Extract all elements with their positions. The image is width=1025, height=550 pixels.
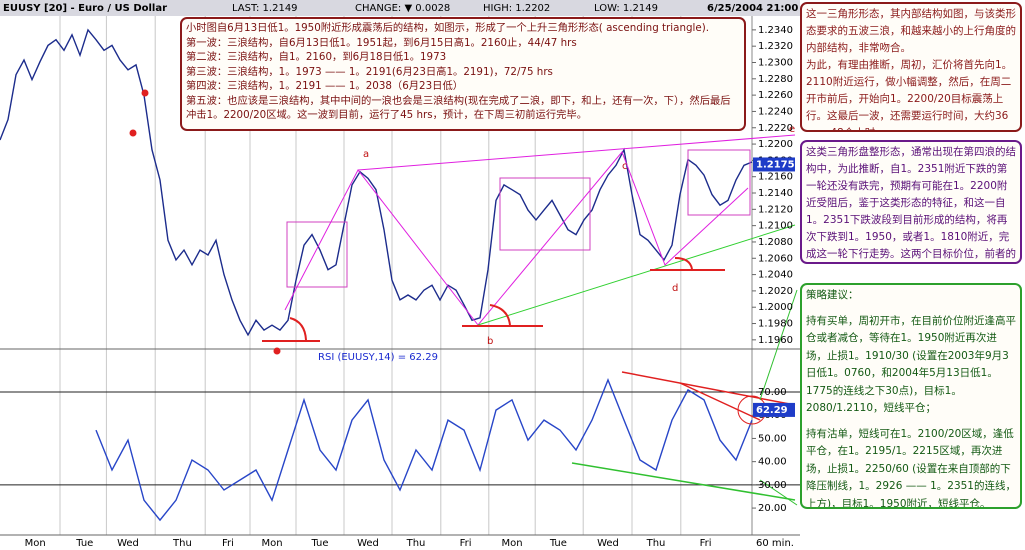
y-tick-label: 20.00 <box>758 503 787 514</box>
pattern-box <box>499 177 591 251</box>
header-bar <box>0 0 800 16</box>
current-value: 62.29 <box>756 405 788 416</box>
note-line: 第三波：三浪结构，1。1973 —— 1。2191(6月23日高1。2191)，… <box>186 65 553 78</box>
triangle-note-box: 这一三角形形态，其内部结构如图，与该类形态要求的五波三浪，和越来越小的上行角度的… <box>800 2 1022 132</box>
note-line: 第五波：也应该是三浪结构，其中中间的一浪也会是三浪结构(现在完成了二浪，即下，和… <box>186 94 731 122</box>
x-tick-label: Mon <box>261 538 282 549</box>
point-label: b <box>487 336 493 347</box>
angle-arc <box>489 304 511 326</box>
note-line: 第一波：三浪结构，自6月13日低1。1951起，到6月15日高1。2160止，4… <box>186 36 577 49</box>
x-tick-label: Wed <box>117 538 139 549</box>
rsi-trendline <box>571 462 796 501</box>
rsi-trendline <box>679 382 761 421</box>
note-line: 策略建议： <box>806 289 859 301</box>
x-tick-label: Wed <box>357 538 379 549</box>
symbol: EUUSY [20] - Euro / US Dollar <box>3 3 167 14</box>
rsi-trendline <box>621 371 796 406</box>
y-tick-label: 1.2220 <box>758 123 793 134</box>
current-value-box <box>753 157 795 172</box>
x-tick-label: Mon <box>25 538 46 549</box>
x-tick-label: Tue <box>310 538 328 549</box>
wave-line <box>284 151 749 326</box>
y-tick-label: 1.2300 <box>758 57 793 68</box>
y-tick-label: 30.00 <box>758 480 787 491</box>
point-label: c <box>622 161 628 172</box>
point-label: a <box>363 149 369 160</box>
note-line: 持有沽单，短线可在1。2100/20区域，逢低平仓，在1。2195/1。2215… <box>806 427 1016 509</box>
y-tick-label: 1.2020 <box>758 286 793 297</box>
x-tick-label: Fri <box>460 538 472 549</box>
datetime: 6/25/2004 21:00 <box>707 3 798 14</box>
change: CHANGE: ▼ 0.0028 <box>355 3 450 14</box>
interval: 60 min. <box>756 538 794 549</box>
high: HIGH: 1.2202 <box>483 3 550 14</box>
y-tick-label: 1.1960 <box>758 335 793 346</box>
angle-arc <box>289 317 307 341</box>
triangle-top <box>357 134 796 171</box>
pattern-box <box>687 149 751 216</box>
y-tick-label: 1.2120 <box>758 204 793 215</box>
strategy-box: 策略建议： 持有买单，周初开市，在目前价位附近逢高平仓或者减仓，等待在1。195… <box>800 283 1022 509</box>
note-line: 这一三角形形态，其内部结构如图，与该类形态要求的五波三浪，和越来越小的上行角度的… <box>806 8 1016 54</box>
note-line: 第四波：三浪结构，1。2191 —— 1。2038（6月23日低） <box>186 80 464 92</box>
analysis-drawings <box>129 89 798 506</box>
panel-title: RSI (EUUSY,14) = 62.29 <box>318 352 438 363</box>
y-tick-label: 1.2140 <box>758 188 793 199</box>
angle-arc <box>674 257 693 270</box>
y-tick-label: 1.2340 <box>758 25 793 36</box>
point-label: e <box>789 124 795 135</box>
y-tick-label: 1.2040 <box>758 270 793 281</box>
current-value: 1.2175 <box>756 159 795 170</box>
y-tick-label: 70.00 <box>758 387 787 398</box>
x-tick-label: Thu <box>646 538 666 549</box>
note-line: 为此，有理由推断，周初，汇价将首先向1。2110附近运行，做小幅调整，然后，在周… <box>806 59 1013 130</box>
y-tick-label: 1.1980 <box>758 319 793 330</box>
connector <box>759 289 798 401</box>
note-line: 小时图自6月13日低1。1950附近形成震荡后的结构，如图示，形成了一个上升三角… <box>186 22 710 34</box>
x-tick-label: Thu <box>172 538 192 549</box>
x-tick-label: Tue <box>549 538 567 549</box>
y-tick-label: 1.2240 <box>758 106 793 117</box>
connector <box>759 479 798 506</box>
point-label: d <box>672 283 678 294</box>
dot <box>273 347 281 355</box>
wave-analysis-box: 小时图自6月13日低1。1950附近形成震荡后的结构，如图示，形成了一个上升三角… <box>180 17 746 131</box>
current-value-box <box>753 402 795 417</box>
x-tick-label: Wed <box>597 538 619 549</box>
y-tick-label: 50.00 <box>758 433 787 444</box>
y-tick-label: 1.2320 <box>758 41 793 52</box>
dot <box>141 89 149 97</box>
support-line <box>477 224 796 326</box>
wave4-note-box: 这类三角形盘整形态，通常出现在第四浪的结构中，为此推断，自1。2351附近下跌的… <box>800 140 1022 264</box>
x-tick-label: Fri <box>700 538 712 549</box>
x-tick-label: Tue <box>75 538 93 549</box>
last: LAST: 1.2149 <box>232 3 298 14</box>
y-tick-label: 1.2080 <box>758 237 793 248</box>
y-tick-label: 40.00 <box>758 457 787 468</box>
y-tick-label: 1.2160 <box>758 172 793 183</box>
y-tick-label: 1.2200 <box>758 139 793 150</box>
note-line: 持有买单，周初开市，在目前价位附近逢高平仓或者减仓，等待在1。1950附近再次进… <box>806 314 1016 415</box>
x-tick-label: Mon <box>501 538 522 549</box>
x-tick-label: Fri <box>222 538 234 549</box>
x-tick-label: Thu <box>406 538 426 549</box>
y-tick-label: 1.2260 <box>758 90 793 101</box>
price-line <box>95 378 753 522</box>
y-tick-label: 1.2280 <box>758 74 793 85</box>
pattern-box <box>286 221 348 288</box>
y-tick-label: 1.2060 <box>758 253 793 264</box>
low: LOW: 1.2149 <box>594 3 658 14</box>
y-tick-label: 1.2100 <box>758 221 793 232</box>
note-line: 第二波：三浪结构，自1。2160，到6月18日低1。1973 <box>186 51 447 63</box>
note-line: 这类三角形盘整形态，通常出现在第四浪的结构中，为此推断，自1。2351附近下跌的… <box>806 146 1016 260</box>
dot <box>129 129 137 137</box>
y-tick-label: 1.2000 <box>758 302 793 313</box>
